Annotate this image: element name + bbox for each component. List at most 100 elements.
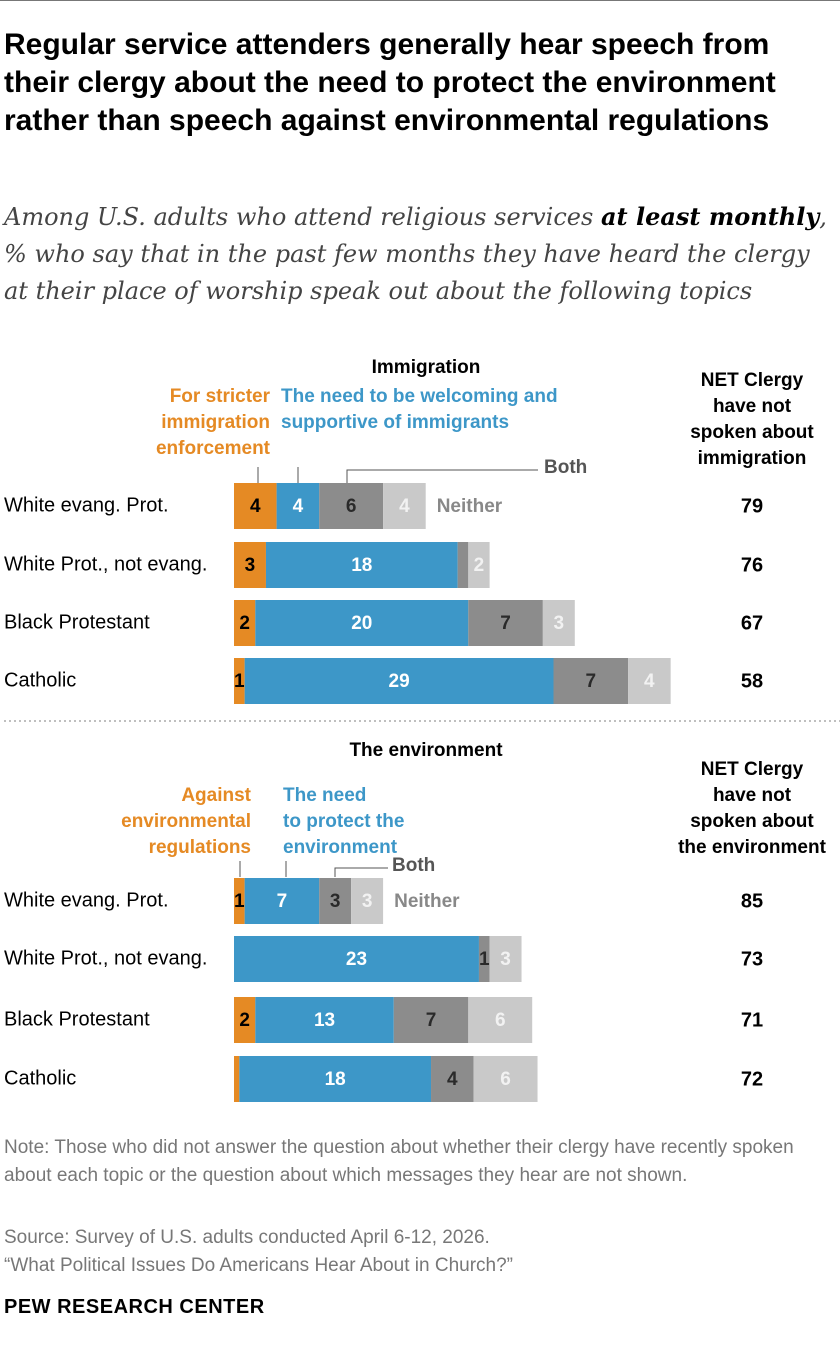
immigration-value-neither: 4 [644, 671, 655, 692]
immigration-bar-neither [468, 542, 490, 588]
immigration-value-orange: 2 [239, 613, 250, 634]
environment-net-value: 71 [741, 1009, 763, 1031]
immigration-net-header-line-0: NET Clergy [701, 370, 804, 391]
immigration-bar-orange [234, 542, 266, 588]
environment-net-header-line-0: NET Clergy [701, 759, 804, 780]
environment-legend-orange-line-1: environmental [121, 811, 251, 832]
immigration-value-blue: 18 [351, 555, 372, 576]
environment-legend-orange-line-2: regulations [149, 837, 251, 858]
subtitle-bold: at least monthly [600, 202, 820, 231]
source-line: Source: Survey of U.S. adults conducted … [4, 1227, 490, 1248]
environment-net-header-line-3: the environment [678, 837, 826, 858]
immigration-net-value: 58 [741, 670, 763, 692]
chart-subtitle: Among U.S. adults who attend religious s… [4, 198, 834, 310]
environment-bar-both [319, 878, 352, 924]
subtitle-part2: , % who say that in the past few months … [4, 203, 827, 305]
immigration-value-blue: 4 [293, 496, 304, 517]
immigration-bar-neither [542, 600, 575, 646]
environment-bar-both [478, 936, 490, 982]
immigration-net-value: 79 [741, 495, 763, 517]
environment-value-both: 7 [426, 1010, 437, 1031]
environment-value-blue: 18 [325, 1069, 346, 1090]
environment-bar-orange [234, 997, 256, 1043]
immigration-bar-orange [234, 658, 245, 704]
immigration-legend-both: Both [544, 457, 587, 478]
immigration-net-header-line-3: immigration [698, 448, 807, 469]
immigration-legend-orange-line-0: For stricter [170, 386, 271, 407]
environment-bar-blue [239, 1056, 432, 1102]
immigration-value-both: 7 [585, 671, 596, 692]
environment-leader-both [334, 867, 388, 877]
immigration-value-both: 6 [346, 496, 357, 517]
environment-value-orange: 2 [239, 1010, 250, 1031]
environment-category-label: White evang. Prot. [4, 889, 169, 911]
top-rule [0, 0, 840, 1]
immigration-value-neither: 4 [399, 496, 410, 517]
immigration-bar-neither [628, 658, 671, 704]
chart-title: Regular service attenders generally hear… [4, 28, 776, 137]
environment-bar-neither [489, 936, 522, 982]
environment-net-value: 73 [741, 948, 763, 970]
environment-bar-blue [244, 878, 320, 924]
immigration-bar-blue [244, 658, 554, 704]
environment-legend-blue-line-2: environment [283, 837, 398, 858]
environment-legend-blue-line-1: to protect the [283, 811, 404, 832]
immigration-bar-blue [255, 600, 469, 646]
footnote: Note: Those who did not answer the quest… [4, 1137, 794, 1186]
immigration-value-blue: 29 [389, 671, 410, 692]
immigration-bar-both [457, 542, 469, 588]
environment-legend-orange-line-0: Against [181, 785, 251, 806]
immigration-value-neither: 2 [474, 555, 485, 576]
immigration-category-label: White evang. Prot. [4, 494, 169, 516]
environment-bar-orange [234, 1056, 240, 1102]
immigration-value-both: 7 [500, 613, 511, 634]
immigration-net-value: 76 [741, 554, 763, 576]
immigration-bar-both [468, 600, 543, 646]
environment-legend-both: Both [392, 855, 435, 876]
immigration-category-label: White Prot., not evang. [4, 553, 207, 575]
environment-value-both: 4 [447, 1069, 458, 1090]
immigration-value-neither: 3 [554, 613, 565, 634]
environment-category-label: White Prot., not evang. [4, 947, 207, 969]
report-title: “What Political Issues Do Americans Hear… [4, 1255, 513, 1276]
environment-category-label: Catholic [4, 1067, 76, 1089]
immigration-net-value: 67 [741, 612, 763, 634]
environment-bar-orange [234, 878, 245, 924]
immigration-value-orange: 3 [245, 555, 256, 576]
environment-net-header-line-1: have not [713, 785, 792, 806]
environment-legend-neither: Neither [394, 891, 460, 912]
environment-value-neither: 3 [362, 891, 373, 912]
immigration-legend-neither: Neither [437, 496, 503, 517]
immigration-panel-title: Immigration [372, 357, 481, 378]
immigration-value-orange: 1 [234, 671, 245, 692]
environment-panel-title: The environment [349, 740, 503, 761]
immigration-legend-blue-line-0: The need to be welcoming and [281, 386, 558, 407]
environment-net-value: 72 [741, 1068, 763, 1090]
immigration-bar-both [319, 483, 384, 529]
immigration-category-label: Catholic [4, 669, 76, 691]
environment-value-neither: 6 [500, 1069, 511, 1090]
immigration-legend-orange-line-1: immigration [161, 412, 270, 433]
environment-bar-both [393, 997, 469, 1043]
immigration-bar-blue [265, 542, 458, 588]
immigration-bar-orange [234, 600, 256, 646]
immigration-net-header-line-2: spoken about [690, 422, 814, 443]
environment-value-both: 3 [330, 891, 341, 912]
environment-value-blue: 7 [277, 891, 288, 912]
immigration-bar-both [553, 658, 629, 704]
immigration-net-header-line-1: have not [713, 396, 792, 417]
environment-net-value: 85 [741, 890, 763, 912]
immigration-bar-blue [276, 483, 320, 529]
environment-value-blue: 13 [314, 1010, 335, 1031]
immigration-legend-orange-line-2: enforcement [156, 438, 271, 459]
environment-net-header-line-2: spoken about [690, 811, 814, 832]
environment-value-neither: 3 [500, 949, 511, 970]
environment-bar-neither [468, 997, 533, 1043]
immigration-leader-both [346, 469, 538, 483]
immigration-bar-orange [234, 483, 277, 529]
environment-bar-blue [255, 997, 394, 1043]
environment-category-label: Black Protestant [4, 1008, 150, 1030]
immigration-value-orange: 4 [250, 496, 261, 517]
environment-bar-neither [473, 1056, 538, 1102]
environment-value-neither: 6 [495, 1010, 506, 1031]
